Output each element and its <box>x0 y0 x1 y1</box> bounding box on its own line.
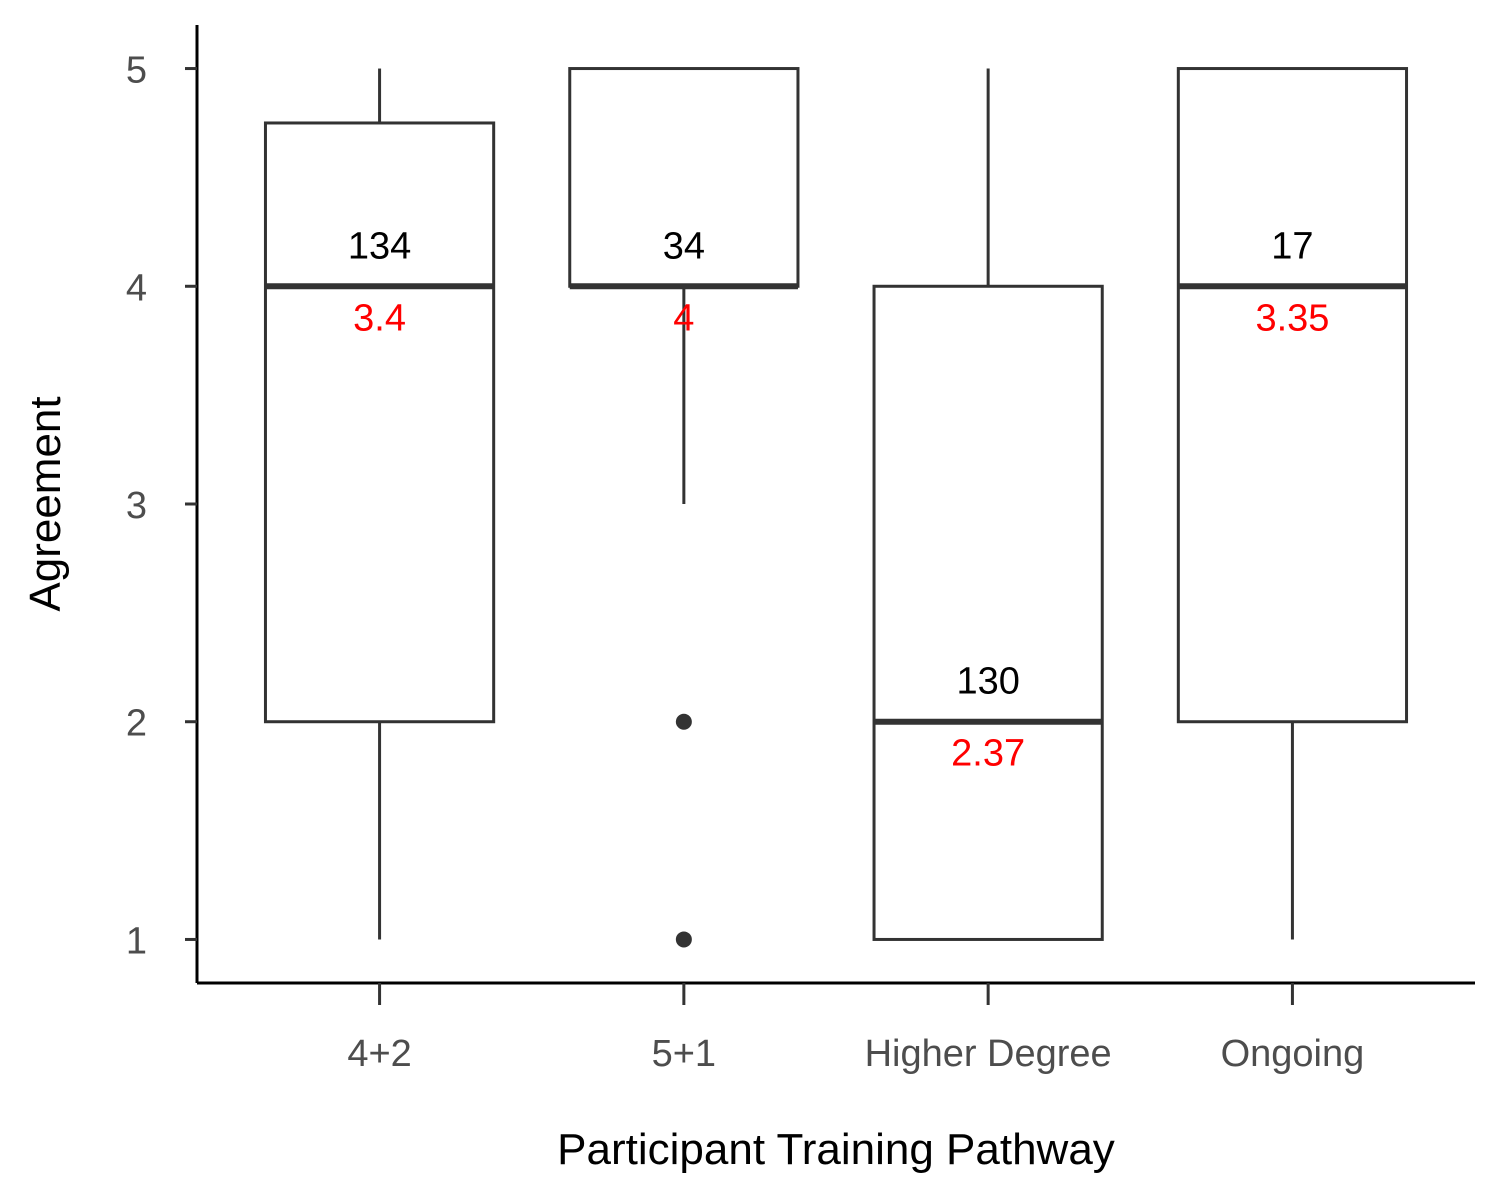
mean-label: 3.4 <box>353 297 406 339</box>
y-tick-label: 4 <box>126 267 147 309</box>
y-tick-label: 2 <box>126 703 147 745</box>
x-tick-label: Higher Degree <box>865 1033 1112 1075</box>
mean-label: 2.37 <box>951 733 1025 775</box>
x-tick-label: 4+2 <box>347 1033 411 1075</box>
box-iqr <box>263 121 496 724</box>
y-axis-title: Agreement <box>21 396 70 611</box>
box-iqr <box>568 67 800 288</box>
y-tick-label: 5 <box>126 50 147 92</box>
y-tick-label: 3 <box>126 485 147 527</box>
x-axis-title: Participant Training Pathway <box>557 1125 1115 1174</box>
mean-label: 4 <box>673 297 694 339</box>
box-group: 173.35 <box>1176 67 1409 940</box>
x-tick-label: Ongoing <box>1221 1033 1365 1075</box>
x-tick-label: 5+1 <box>652 1033 716 1075</box>
outlier-point <box>675 931 692 948</box>
count-label: 34 <box>663 225 705 267</box>
box-group: 130 2.37 <box>872 68 1104 941</box>
box-iqr <box>872 284 1104 941</box>
x-axis: 4+2 5+1 Higher Degree Ongoing <box>347 983 1364 1075</box>
box-group: 134 3.4 <box>263 68 496 940</box>
box-iqr <box>1176 67 1409 724</box>
mean-label: 3.35 <box>1255 297 1329 339</box>
outlier-point <box>675 713 692 730</box>
y-axis: 1 2 3 4 5 <box>126 50 197 962</box>
count-label: 130 <box>956 661 1019 703</box>
count-label: 17 <box>1271 225 1313 267</box>
box-group: 34 4 <box>568 67 800 948</box>
y-tick-label: 1 <box>126 920 147 962</box>
count-label: 134 <box>348 225 411 267</box>
